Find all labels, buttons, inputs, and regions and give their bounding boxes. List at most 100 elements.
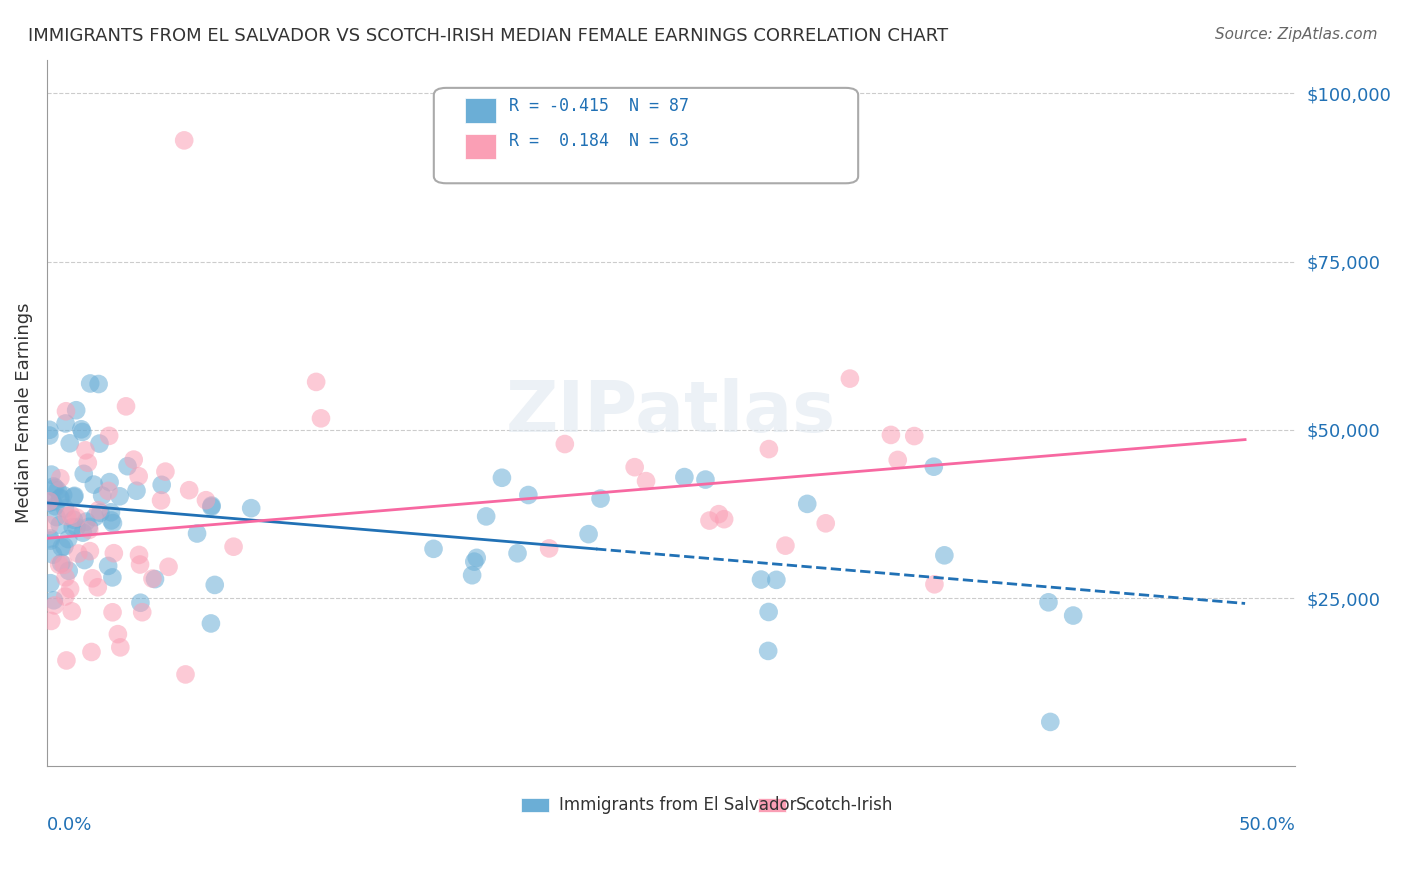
Immigrants from El Salvador (108, 489, 131, 503)
Scotch-Irish (305, 375, 328, 389)
Scotch-Irish (538, 541, 561, 556)
Immigrants from El Salvador (45, 510, 67, 524)
Text: IMMIGRANTS FROM EL SALVADOR VS SCOTCH-IRISH MEDIAN FEMALE EARNINGS CORRELATION C: IMMIGRANTS FROM EL SALVADOR VS SCOTCH-IR… (28, 27, 948, 45)
Scotch-Irish (98, 429, 121, 443)
Scotch-Irish (49, 471, 72, 485)
Bar (758, 798, 786, 813)
Immigrants from El Salvador (41, 467, 63, 482)
Scotch-Irish (38, 494, 60, 508)
Scotch-Irish (924, 577, 946, 591)
Immigrants from El Salvador (578, 527, 600, 541)
Scotch-Irish (128, 469, 150, 483)
Scotch-Irish (87, 503, 110, 517)
Scotch-Irish (194, 493, 217, 508)
Immigrants from El Salvador (39, 533, 62, 548)
Immigrants from El Salvador (39, 576, 62, 591)
Text: 50.0%: 50.0% (1239, 816, 1295, 834)
Immigrants from El Salvador (46, 483, 69, 498)
Immigrants from El Salvador (461, 568, 484, 582)
Immigrants from El Salvador (204, 578, 226, 592)
Immigrants from El Salvador (758, 605, 780, 619)
Text: Immigrants from El Salvador: Immigrants from El Salvador (558, 797, 796, 814)
Immigrants from El Salvador (517, 488, 540, 502)
Scotch-Irish (758, 442, 780, 456)
Immigrants from El Salvador (749, 573, 772, 587)
Text: Scotch-Irish: Scotch-Irish (796, 797, 893, 814)
Immigrants from El Salvador (934, 549, 956, 563)
Bar (465, 98, 496, 123)
Scotch-Irish (77, 523, 100, 537)
Immigrants from El Salvador (51, 556, 73, 570)
Scotch-Irish (38, 518, 60, 533)
Scotch-Irish (59, 508, 82, 522)
Scotch-Irish (44, 599, 66, 613)
Immigrants from El Salvador (150, 478, 173, 492)
Immigrants from El Salvador (186, 526, 208, 541)
Scotch-Irish (141, 572, 163, 586)
Scotch-Irish (886, 453, 908, 467)
Scotch-Irish (55, 404, 77, 418)
Text: R = -0.415  N = 87: R = -0.415 N = 87 (509, 96, 689, 114)
Immigrants from El Salvador (62, 520, 84, 534)
Immigrants from El Salvador (42, 593, 65, 607)
Immigrants from El Salvador (475, 509, 498, 524)
Immigrants from El Salvador (200, 500, 222, 514)
Immigrants from El Salvador (44, 500, 66, 514)
Scotch-Irish (173, 133, 195, 147)
Scotch-Irish (79, 544, 101, 558)
Immigrants from El Salvador (129, 596, 152, 610)
Scotch-Irish (623, 460, 645, 475)
Immigrants from El Salvador (73, 553, 96, 567)
Immigrants from El Salvador (58, 564, 80, 578)
Immigrants from El Salvador (589, 491, 612, 506)
Immigrants from El Salvador (117, 459, 139, 474)
Scotch-Irish (131, 605, 153, 619)
Scotch-Irish (76, 456, 98, 470)
Scotch-Irish (179, 483, 201, 498)
Immigrants from El Salvador (463, 555, 485, 569)
Scotch-Irish (150, 493, 173, 508)
Immigrants from El Salvador (83, 510, 105, 524)
Scotch-Irish (82, 571, 104, 585)
Immigrants from El Salvador (72, 425, 94, 439)
Immigrants from El Salvador (765, 573, 787, 587)
Immigrants from El Salvador (55, 417, 77, 431)
Immigrants from El Salvador (49, 517, 72, 532)
Scotch-Irish (814, 516, 837, 531)
Immigrants from El Salvador (58, 532, 80, 546)
Immigrants from El Salvador (465, 550, 488, 565)
Scotch-Irish (713, 512, 735, 526)
Immigrants from El Salvador (51, 541, 73, 555)
Immigrants from El Salvador (1039, 714, 1062, 729)
Immigrants from El Salvador (39, 532, 62, 546)
Scotch-Irish (75, 443, 97, 458)
Immigrants from El Salvador (44, 481, 66, 495)
Immigrants from El Salvador (42, 548, 65, 562)
Immigrants from El Salvador (49, 491, 72, 505)
Scotch-Irish (903, 429, 925, 443)
Scotch-Irish (97, 483, 120, 498)
Immigrants from El Salvador (89, 436, 111, 450)
Scotch-Irish (838, 371, 860, 385)
Immigrants from El Salvador (53, 540, 76, 554)
Scotch-Irish (129, 558, 152, 572)
Scotch-Irish (707, 507, 730, 521)
Scotch-Irish (309, 411, 332, 425)
Immigrants from El Salvador (52, 488, 75, 502)
Immigrants from El Salvador (98, 475, 121, 489)
Immigrants from El Salvador (97, 558, 120, 573)
Immigrants from El Salvador (77, 520, 100, 534)
Immigrants from El Salvador (38, 428, 60, 442)
Scotch-Irish (53, 590, 76, 604)
Scotch-Irish (554, 437, 576, 451)
Immigrants from El Salvador (796, 497, 818, 511)
Immigrants from El Salvador (65, 403, 87, 417)
Immigrants from El Salvador (59, 436, 82, 450)
Scotch-Irish (174, 667, 197, 681)
Scotch-Irish (55, 570, 77, 584)
Scotch-Irish (222, 540, 245, 554)
Immigrants from El Salvador (63, 490, 86, 504)
Immigrants from El Salvador (63, 489, 86, 503)
Immigrants from El Salvador (73, 467, 96, 481)
Y-axis label: Median Female Earnings: Median Female Earnings (15, 302, 32, 524)
